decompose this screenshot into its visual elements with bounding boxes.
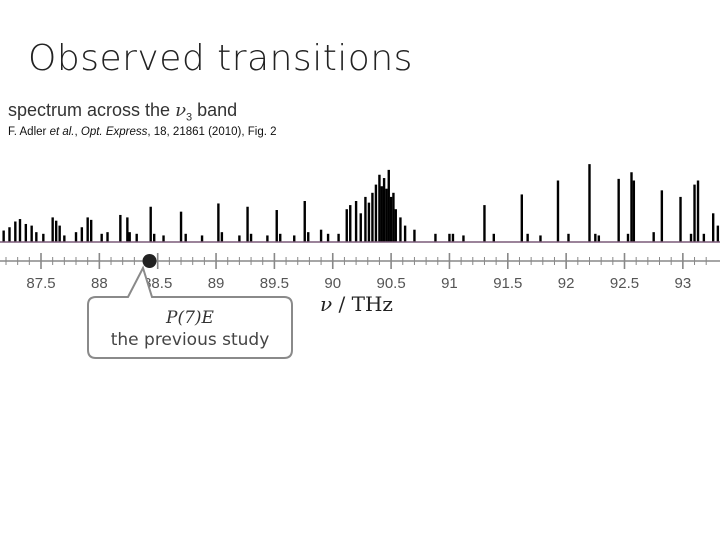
axis-unit-symbol: ν — [320, 292, 333, 316]
figure-subtitle: spectrum across the ν3 band — [8, 100, 237, 124]
axis-tick-labels: 87.5 88 88.5 89 89.5 90 90.5 91 91.5 92 92.5 93 — [26, 275, 691, 292]
tick-label: 91 — [441, 275, 458, 292]
citation-rest: , 18, 21861 (2010), Fig. 2 — [147, 126, 277, 138]
axis-unit-label: ν / THz — [320, 292, 393, 316]
subtitle-suffix: band — [192, 100, 238, 120]
tick-label: 89.5 — [260, 275, 289, 292]
tick-label: 90 — [324, 275, 341, 292]
callout-line-2: the previous study — [110, 330, 270, 350]
citation-etal: et al. — [49, 126, 75, 138]
figure-citation: F. Adler et al., Opt. Express, 18, 21861… — [8, 126, 277, 138]
tick-label: 92 — [558, 275, 575, 292]
tick-label: 87.5 — [26, 275, 55, 292]
spectrum-lines — [2, 164, 720, 242]
citation-authors: F. Adler — [8, 126, 50, 138]
subtitle-subscript: 3 — [186, 111, 193, 124]
tick-label: 93 — [675, 275, 692, 292]
tick-label: 88 — [91, 275, 108, 292]
axis-unit-rest: / THz — [332, 292, 393, 316]
tick-label: 90.5 — [376, 275, 405, 292]
subtitle-prefix: spectrum across the — [8, 100, 176, 120]
tick-label: 92.5 — [610, 275, 639, 292]
citation-sep: , — [74, 126, 81, 138]
spectrum-chart: 87.5 88 88.5 89 89.5 90 90.5 91 91.5 92 92.5 93 — [0, 164, 720, 292]
callout-line-1: P(7)E — [166, 308, 214, 328]
subtitle-symbol: ν — [175, 100, 187, 121]
tick-label: 91.5 — [493, 275, 522, 292]
citation-journal: Opt. Express — [80, 126, 148, 138]
tick-label: 88.5 — [143, 275, 172, 292]
slide-title: Observed transitions — [28, 38, 413, 79]
tick-label: 89 — [208, 275, 225, 292]
